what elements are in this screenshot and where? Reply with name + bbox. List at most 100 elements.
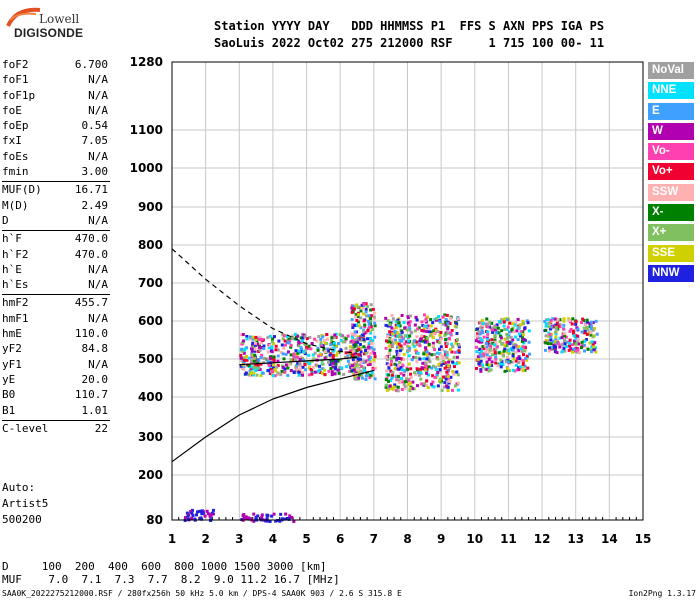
y-tick-label: 900 bbox=[138, 200, 163, 214]
x-tick-labels: 1 2 3 4 5 6 7 8 9 10 11 12 13 14 15 bbox=[168, 532, 652, 546]
echo-point bbox=[242, 339, 246, 343]
echo-point bbox=[446, 376, 450, 380]
echo-point bbox=[320, 371, 324, 375]
echo-point bbox=[439, 345, 443, 349]
echo-point bbox=[514, 363, 518, 367]
echo-point bbox=[448, 379, 452, 383]
logo-lowell: Lowell bbox=[39, 12, 80, 26]
param-row: fmin 3.00 bbox=[2, 165, 110, 180]
echo-point bbox=[297, 373, 301, 377]
echo-point bbox=[412, 371, 416, 375]
echo-point bbox=[563, 349, 567, 353]
echo-point bbox=[586, 347, 590, 351]
echo-point bbox=[552, 345, 556, 349]
echo-point bbox=[253, 347, 257, 351]
echo-point bbox=[549, 347, 553, 351]
echo-point bbox=[548, 333, 552, 337]
echo-point bbox=[362, 306, 366, 310]
echo-point bbox=[300, 332, 304, 336]
param-value: 110.0 bbox=[74, 327, 108, 341]
echo-point bbox=[451, 388, 455, 392]
echo-point bbox=[444, 318, 448, 322]
echo-point bbox=[371, 338, 375, 342]
echo-point bbox=[520, 358, 524, 362]
echo-point bbox=[356, 357, 360, 361]
echo-point bbox=[522, 341, 526, 345]
echo-point bbox=[502, 324, 506, 328]
echo-point bbox=[485, 352, 489, 356]
echo-point bbox=[475, 350, 479, 354]
echo-point bbox=[183, 519, 187, 523]
echo-point bbox=[485, 368, 489, 372]
echo-point bbox=[562, 319, 566, 323]
echo-point bbox=[558, 318, 562, 322]
param-row: foF2 6.700 bbox=[2, 58, 110, 73]
echo-point bbox=[266, 357, 270, 361]
echo-point bbox=[410, 358, 414, 362]
echo-point bbox=[407, 383, 411, 387]
echo-point bbox=[436, 340, 440, 344]
echo-point bbox=[367, 345, 371, 349]
param-value: 110.7 bbox=[74, 388, 108, 402]
echo-point bbox=[408, 389, 412, 393]
auto-label: Auto: bbox=[2, 481, 36, 494]
echo-point bbox=[289, 353, 293, 357]
echo-point bbox=[257, 338, 261, 342]
echo-point bbox=[246, 372, 250, 376]
echo-point bbox=[558, 325, 562, 329]
echo-point bbox=[329, 346, 333, 350]
echo-point bbox=[313, 370, 317, 374]
echo-point bbox=[385, 335, 389, 339]
echo-point bbox=[353, 341, 357, 345]
echo-point bbox=[334, 344, 338, 348]
echo-point bbox=[337, 371, 341, 375]
echo-point bbox=[298, 364, 302, 368]
echo-point bbox=[260, 337, 264, 341]
echo-point bbox=[391, 332, 395, 336]
echo-point bbox=[400, 330, 404, 334]
echo-point bbox=[481, 365, 485, 369]
echo-point bbox=[395, 363, 399, 367]
trace-line bbox=[171, 248, 358, 354]
echo-point bbox=[520, 350, 524, 354]
echo-point bbox=[526, 321, 530, 325]
distance-row: D 100 200 400 600 800 1000 1500 3000 [km… bbox=[2, 560, 327, 573]
echo-point bbox=[568, 319, 572, 323]
echo-point bbox=[406, 321, 410, 325]
echo-point bbox=[385, 376, 389, 380]
echo-point bbox=[442, 375, 446, 379]
echo-point bbox=[273, 367, 277, 371]
echo-point bbox=[438, 378, 442, 382]
echo-point bbox=[398, 349, 402, 353]
echo-point bbox=[450, 350, 454, 354]
echo-point bbox=[418, 373, 422, 377]
param-value: N/A bbox=[88, 213, 108, 227]
echo-point bbox=[412, 339, 416, 343]
echo-point bbox=[481, 345, 485, 349]
param-value: N/A bbox=[88, 88, 108, 102]
echo-point bbox=[242, 365, 246, 369]
echo-point bbox=[342, 336, 346, 340]
param-row: hmE 110.0 bbox=[2, 327, 110, 342]
echo-point bbox=[354, 305, 358, 309]
echo-point bbox=[387, 344, 391, 348]
echo-point bbox=[576, 340, 580, 344]
echo-point bbox=[250, 359, 254, 363]
y-tick-label: 300 bbox=[138, 430, 163, 444]
echo-point bbox=[200, 509, 204, 513]
echo-point bbox=[516, 317, 520, 321]
echo-point bbox=[589, 333, 593, 337]
echo-point bbox=[478, 340, 482, 344]
echo-point bbox=[319, 341, 323, 345]
echo-point bbox=[250, 347, 254, 351]
echo-point bbox=[397, 356, 401, 360]
echo-point bbox=[239, 333, 243, 337]
echo-point bbox=[406, 349, 410, 353]
echo-point bbox=[279, 350, 283, 354]
echo-point bbox=[589, 327, 593, 331]
echo-point bbox=[392, 355, 396, 359]
echo-point bbox=[326, 347, 330, 351]
echo-point bbox=[550, 346, 554, 350]
echo-point bbox=[547, 325, 551, 329]
echo-point bbox=[424, 324, 428, 328]
